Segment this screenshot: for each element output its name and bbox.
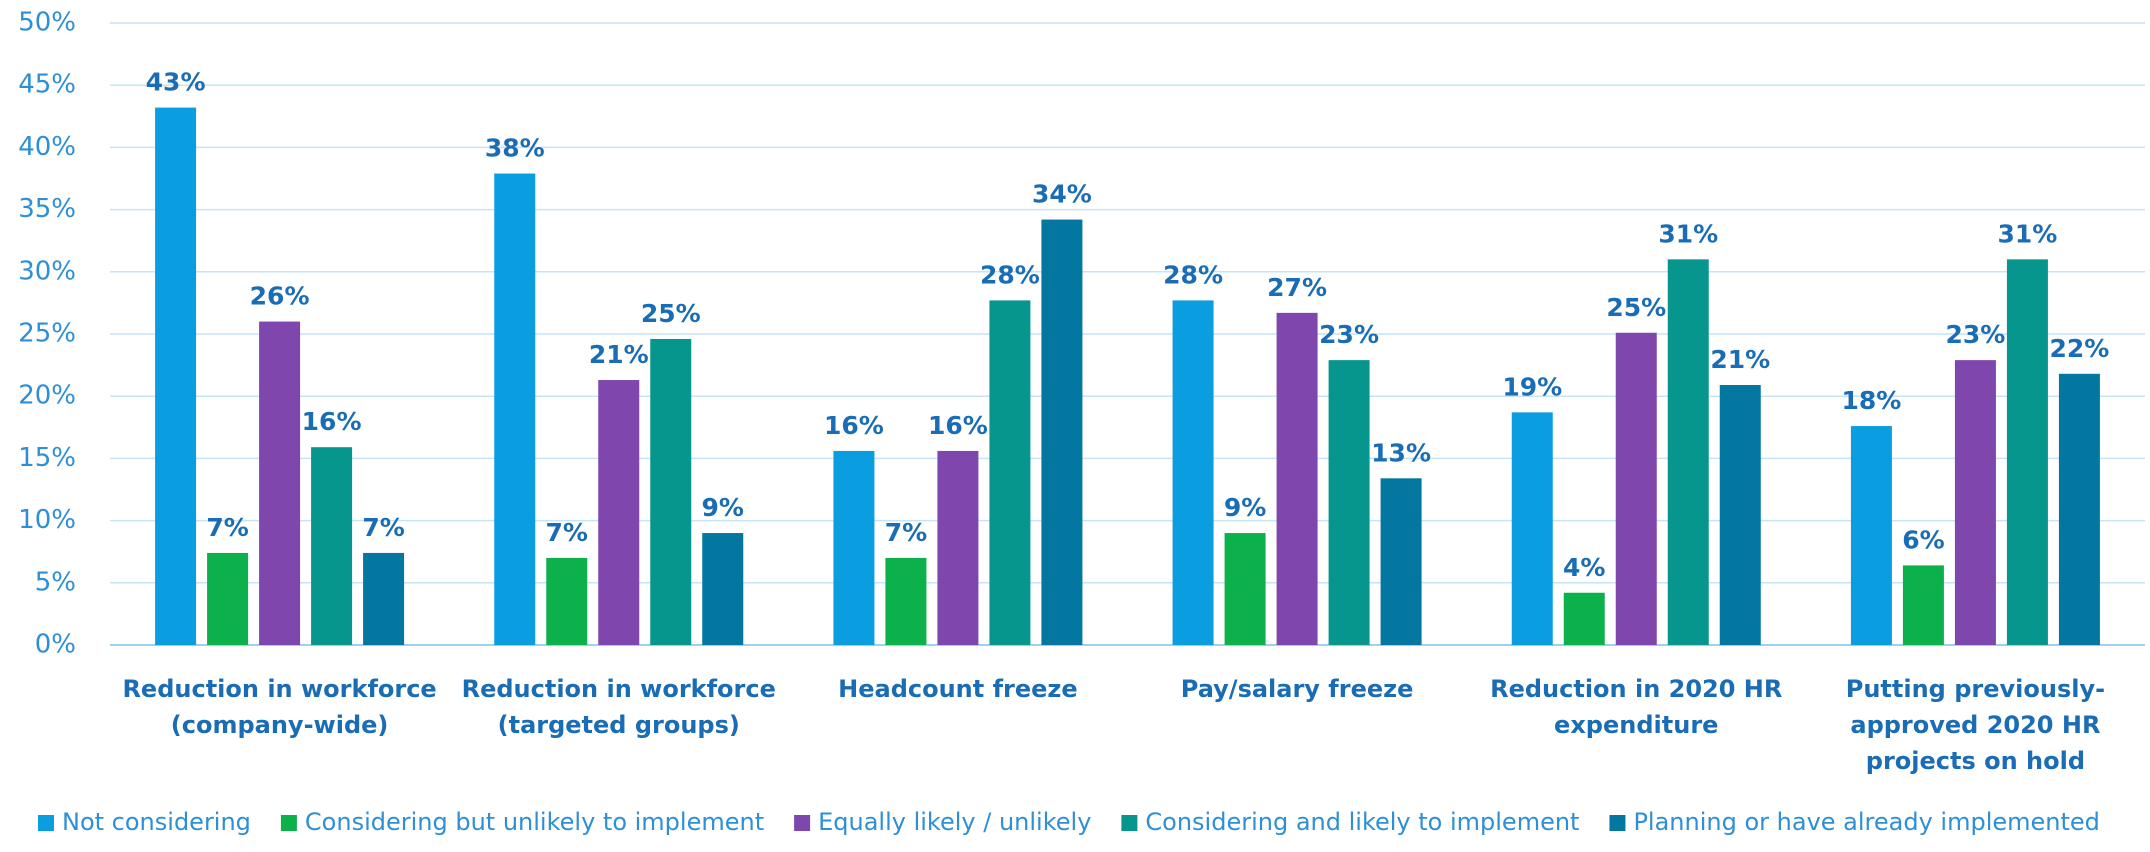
bar <box>1511 412 1553 645</box>
data-label: 21% <box>1710 345 1770 374</box>
y-tick-label: 45% <box>18 70 76 100</box>
bar <box>1041 219 1083 645</box>
data-label: 21% <box>589 340 649 369</box>
y-tick-label: 15% <box>18 443 76 473</box>
bar <box>1276 312 1318 645</box>
legend-swatch <box>1609 815 1626 831</box>
bar <box>937 450 979 645</box>
legend-label: Equally likely / unlikely <box>818 808 1091 836</box>
bar <box>1224 533 1266 645</box>
bar <box>207 552 249 645</box>
y-tick-label: 35% <box>18 194 76 224</box>
data-label: 6% <box>1902 525 1944 554</box>
data-label: 16% <box>824 411 884 440</box>
legend-label: Not considering <box>62 808 251 836</box>
bar <box>494 173 536 646</box>
data-label: 43% <box>146 68 206 97</box>
y-tick-label: 0% <box>35 630 76 660</box>
bar <box>1172 300 1214 645</box>
data-label: 38% <box>485 134 545 163</box>
bar <box>259 321 301 645</box>
data-label: 27% <box>1267 273 1327 302</box>
bar <box>833 450 875 645</box>
data-label: 34% <box>1032 180 1092 209</box>
data-label: 22% <box>2049 334 2109 363</box>
bar <box>2058 373 2100 645</box>
data-label: 19% <box>1502 372 1562 401</box>
data-label: 25% <box>641 299 701 328</box>
y-tick-label: 30% <box>18 256 76 286</box>
data-label: 26% <box>250 282 310 311</box>
y-tick-label: 20% <box>18 381 76 411</box>
x-tick-label: Reduction in workforce (company-wide) <box>122 675 436 739</box>
y-tick-label: 10% <box>18 505 76 535</box>
data-label: 9% <box>1224 493 1266 522</box>
x-tick-label: Putting previously-approved 2020 HR proje… <box>1846 675 2105 775</box>
legend-swatch <box>280 815 297 831</box>
legend-swatch <box>794 815 811 831</box>
y-tick-label: 40% <box>18 132 76 162</box>
y-tick-label: 25% <box>18 319 76 349</box>
bar <box>1615 332 1657 645</box>
bar <box>1954 360 1996 645</box>
data-label: 7% <box>885 518 927 547</box>
legend-label: Considering but unlikely to implement <box>305 808 764 836</box>
y-tick-label: 50% <box>18 8 76 38</box>
bar <box>989 300 1031 645</box>
bar <box>1902 565 1944 645</box>
bar <box>1563 592 1605 645</box>
bar <box>1667 259 1709 645</box>
bar <box>363 552 405 645</box>
data-label: 28% <box>1163 260 1223 289</box>
legend-swatch <box>38 815 54 831</box>
data-label: 13% <box>1371 438 1431 467</box>
data-label: 23% <box>1945 320 2005 349</box>
bar <box>1850 426 1892 645</box>
data-label: 7% <box>206 513 248 542</box>
data-label: 31% <box>1997 219 2057 248</box>
data-label: 16% <box>302 407 362 436</box>
data-label: 28% <box>980 260 1040 289</box>
data-label: 16% <box>928 411 988 440</box>
bar <box>2006 259 2048 645</box>
legend-label: Planning or have already implemented <box>1633 808 2099 836</box>
x-tick-label: Reduction in workforce (targeted groups) <box>462 675 776 739</box>
data-label: 25% <box>1606 293 1666 322</box>
x-tick-label: Pay/salary freeze <box>1181 675 1414 703</box>
x-tick-label: Headcount freeze <box>838 675 1078 703</box>
bar <box>155 107 197 646</box>
bar <box>885 557 927 645</box>
data-label: 18% <box>1841 386 1901 415</box>
bar <box>311 447 353 645</box>
data-label: 4% <box>1563 553 1605 582</box>
data-label: 7% <box>362 513 404 542</box>
legend-swatch <box>1121 815 1138 831</box>
bar <box>1328 360 1370 645</box>
bar <box>1380 478 1422 645</box>
bar <box>702 533 744 645</box>
data-label: 23% <box>1319 320 1379 349</box>
data-label: 31% <box>1658 219 1718 248</box>
bar <box>598 380 640 645</box>
bar <box>546 557 588 645</box>
x-tick-label: Reduction in 2020 HR expenditure <box>1490 675 1782 739</box>
data-label: 7% <box>546 518 588 547</box>
bar <box>1719 385 1761 645</box>
data-label: 9% <box>702 493 744 522</box>
legend-label: Considering and likely to implement <box>1145 808 1579 836</box>
y-tick-label: 5% <box>35 567 76 597</box>
bar <box>650 338 692 645</box>
